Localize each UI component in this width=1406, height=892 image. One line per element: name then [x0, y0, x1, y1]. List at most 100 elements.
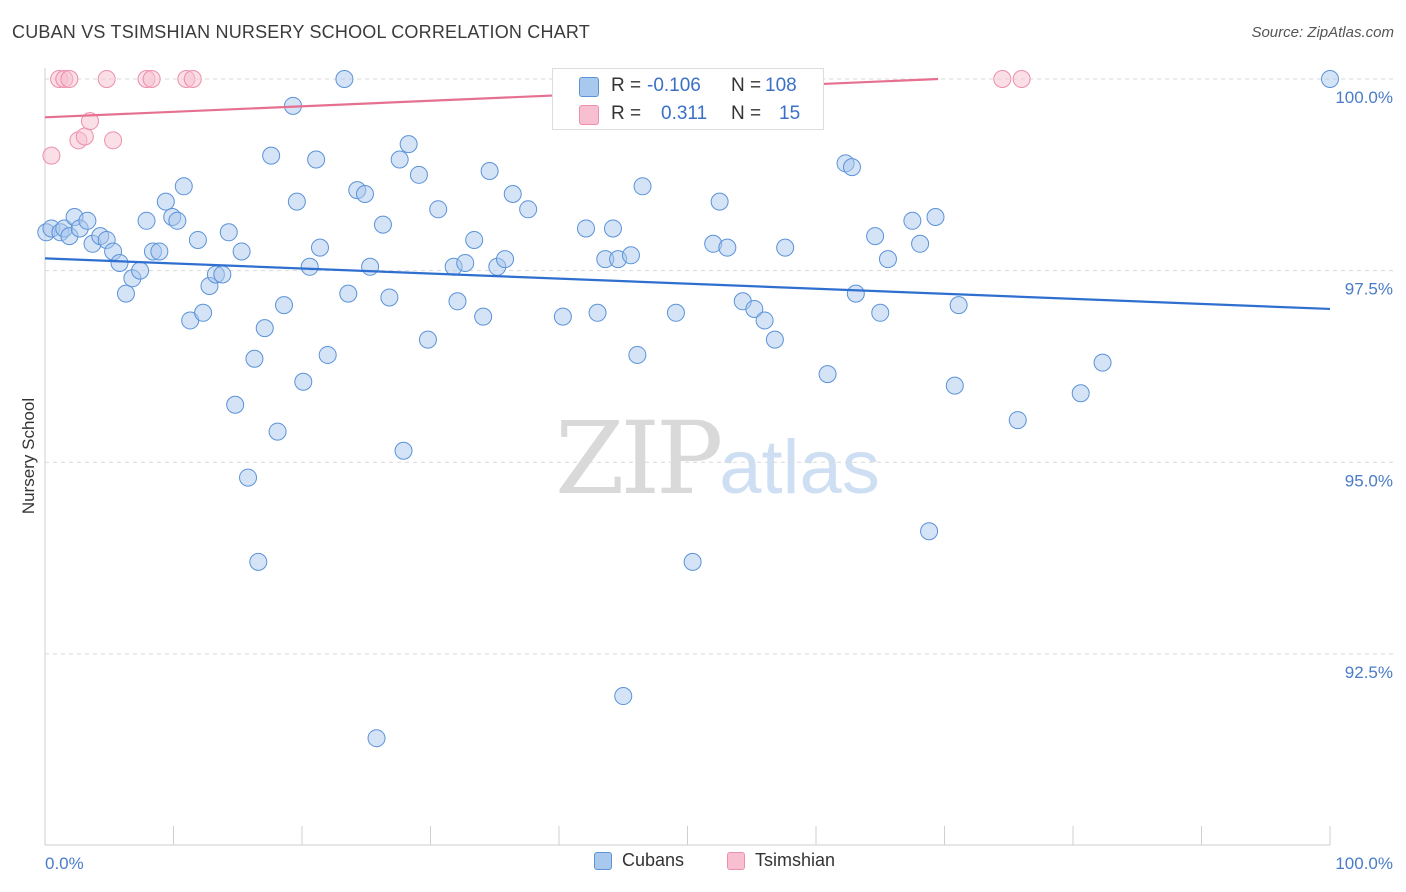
- tsimshian-point: [1012, 70, 1031, 88]
- cubans-point: [871, 303, 890, 322]
- cubans-point: [818, 365, 837, 384]
- cubans-point: [335, 70, 354, 88]
- cubans-point: [262, 146, 281, 165]
- cubans-point: [219, 223, 238, 242]
- cubans-point: [846, 284, 865, 303]
- y-tick-labels: 100.0% 97.5% 95.0% 92.5%: [1335, 88, 1393, 682]
- cubans-swatch: [579, 77, 599, 97]
- n-label: N =: [731, 103, 762, 124]
- y-axis-label: Nursery School: [19, 398, 38, 514]
- cubans-point: [78, 211, 97, 230]
- cubans-point: [666, 303, 685, 322]
- stats-legend: R = -0.106 N = 108 R = 0.311 N = 15: [552, 68, 824, 130]
- cubans-point: [945, 376, 964, 395]
- cubans-point: [448, 292, 467, 311]
- r-label: R =: [611, 103, 642, 124]
- cubans-point: [394, 441, 413, 460]
- cubans-point: [866, 227, 885, 246]
- tsimshian-point: [42, 146, 61, 165]
- cubans-point: [168, 211, 187, 230]
- cubans-point: [339, 284, 358, 303]
- n-value: 15: [779, 103, 801, 124]
- cubans-point: [903, 211, 922, 230]
- legend-item-cubans[interactable]: Cubans: [594, 850, 684, 871]
- cubans-point: [1321, 70, 1339, 88]
- cubans-point: [745, 299, 764, 318]
- cubans-point: [755, 311, 774, 330]
- cubans-point: [255, 319, 274, 338]
- cubans-point: [926, 207, 945, 226]
- tsimshian-points: [42, 70, 1031, 165]
- cubans-point: [156, 192, 175, 211]
- cubans-point: [137, 211, 156, 230]
- cubans-point: [380, 288, 399, 307]
- cubans-point: [429, 200, 448, 219]
- tsimshian-point: [80, 112, 99, 131]
- y-tick-label: 97.5%: [1345, 280, 1393, 299]
- cubans-point: [949, 296, 968, 315]
- cubans-point: [245, 349, 264, 368]
- axes: [44, 68, 1330, 846]
- cubans-point: [480, 161, 499, 180]
- cubans-point: [776, 238, 795, 257]
- cubans-point: [878, 250, 897, 269]
- chart-title: CUBAN VS TSIMSHIAN NURSERY SCHOOL CORREL…: [12, 22, 590, 42]
- cubans-point: [188, 230, 207, 249]
- gridlines: [45, 78, 1393, 655]
- cubans-point: [300, 257, 319, 276]
- y-tick-label: 100.0%: [1335, 88, 1393, 107]
- cubans-point: [116, 284, 135, 303]
- cubans-point: [503, 184, 522, 203]
- cubans-point: [373, 215, 392, 234]
- cubans-point: [232, 242, 251, 261]
- cubans-point: [318, 345, 337, 364]
- cubans-point: [628, 345, 647, 364]
- cubans-point: [194, 303, 213, 322]
- legend-label-cubans: Cubans: [622, 850, 685, 870]
- tsimshian-point: [75, 127, 94, 146]
- cubans-point: [1071, 384, 1090, 403]
- cubans-point: [842, 158, 861, 177]
- cubans-point: [588, 303, 607, 322]
- cubans-point: [249, 552, 268, 571]
- source-credit: Source: ZipAtlas.com: [1251, 24, 1394, 41]
- cubans-point: [367, 729, 386, 748]
- cubans-point: [361, 257, 380, 276]
- n-value: 108: [765, 75, 797, 96]
- cubans-point: [519, 200, 538, 219]
- x-tick-label-min: 0.0%: [45, 854, 84, 873]
- cubans-point: [456, 253, 475, 272]
- stats-row-cubans: R = -0.106 N = 108: [553, 73, 825, 99]
- cubans-point: [213, 265, 232, 284]
- bottom-legend: Cubans Tsimshian: [0, 850, 1406, 880]
- cubans-point: [390, 150, 409, 169]
- cubans-point: [399, 135, 418, 154]
- legend-item-tsimshian[interactable]: Tsimshian: [727, 850, 835, 871]
- cubans-point: [465, 230, 484, 249]
- cubans-point: [718, 238, 737, 257]
- cubans-point: [553, 307, 572, 326]
- cubans-point: [131, 261, 150, 280]
- x-tick-label-max: 100.0%: [1335, 854, 1393, 873]
- cubans-point: [150, 242, 169, 261]
- cubans-point: [1008, 411, 1027, 430]
- cubans-point: [310, 238, 329, 257]
- cubans-point: [110, 253, 129, 272]
- tsimshian-point: [60, 70, 79, 88]
- cubans-point: [576, 219, 595, 238]
- r-label: R =: [611, 75, 642, 96]
- cubans-point: [765, 330, 784, 349]
- cubans-point: [275, 296, 294, 315]
- cubans-points: [37, 70, 1339, 748]
- cubans-point: [307, 150, 326, 169]
- cubans-point: [621, 246, 640, 265]
- n-label: N =: [731, 75, 762, 96]
- cubans-point: [287, 192, 306, 211]
- cubans-point: [683, 552, 702, 571]
- cubans-point: [474, 307, 493, 326]
- tsimshian-point: [993, 70, 1012, 88]
- cubans-point: [920, 522, 939, 541]
- cubans-point: [174, 177, 193, 196]
- tsimshian-point: [104, 131, 123, 150]
